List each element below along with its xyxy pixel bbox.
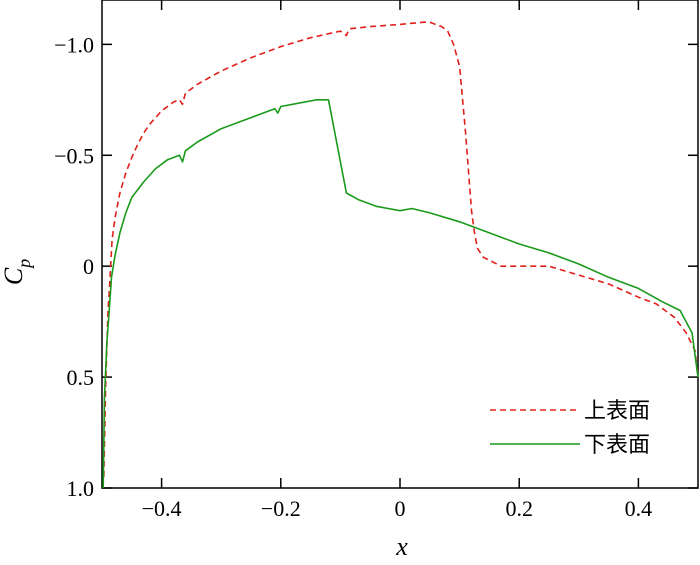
y-axis-title: Cp [0,259,34,285]
legend: 上表面 下表面 [490,399,650,458]
x-tick-label: −0.4 [142,496,182,521]
y-tick-label: 1.0 [67,476,95,501]
series-line-lower-surface [102,99,699,489]
series-line-upper-surface [103,21,699,477]
x-axis-title: x [395,532,408,561]
x-tick-label: −0.2 [261,496,301,521]
legend-label-lower: 下表面 [584,433,650,458]
y-axis-title-main: C [0,267,28,285]
y-tick-label: 0 [83,254,94,279]
x-tick-label: 0.2 [505,496,533,521]
x-tick-label: 0.4 [625,496,653,521]
legend-label-upper: 上表面 [584,399,650,424]
x-tick-label: 0 [395,496,406,521]
y-tick-label: 0.5 [67,365,95,390]
y-tick-label: −1.0 [54,32,94,57]
svg-text:Cp: Cp [0,259,34,285]
y-axis-title-sub: p [14,259,34,270]
y-tick-label: −0.5 [54,143,94,168]
